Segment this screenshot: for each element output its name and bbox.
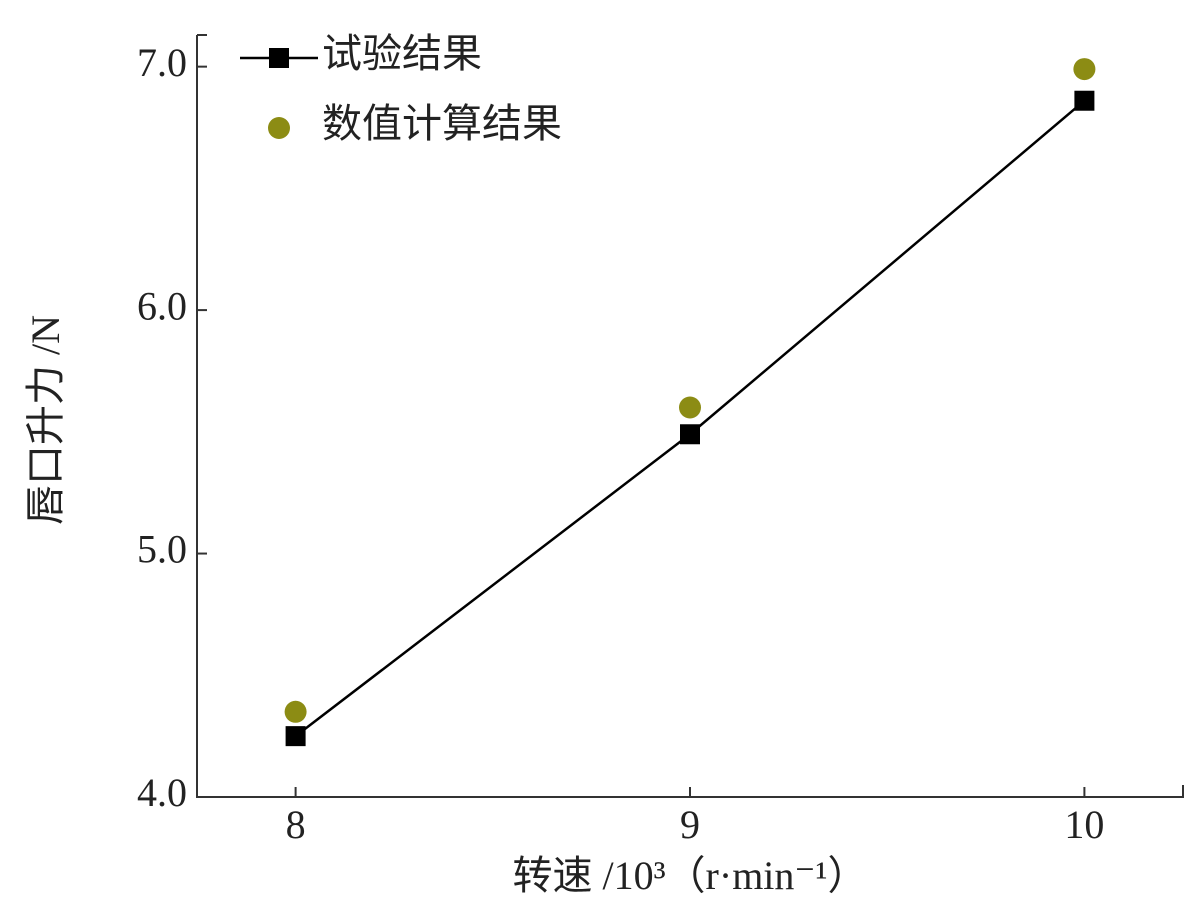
legend-marker <box>269 48 289 68</box>
y-tick-label: 4.0 <box>137 770 187 815</box>
legend-label: 数值计算结果 <box>322 101 562 146</box>
x-tick-label: 9 <box>680 802 700 847</box>
y-tick-label: 5.0 <box>137 527 187 572</box>
x-axis-label: 转速 /10³（r·min⁻¹） <box>512 853 867 898</box>
y-axis-label: 唇口升力 /N <box>23 315 68 525</box>
legend-marker <box>268 117 290 139</box>
legend-label: 试验结果 <box>322 31 482 76</box>
x-tick-label: 10 <box>1064 802 1104 847</box>
circle-marker <box>1073 58 1096 81</box>
x-tick-label: 8 <box>286 802 306 847</box>
circle-marker <box>284 700 307 723</box>
square-marker <box>285 726 306 747</box>
y-tick-label: 6.0 <box>137 283 187 328</box>
square-marker <box>1074 90 1095 111</box>
square-marker <box>680 424 700 445</box>
y-tick-label: 7.0 <box>137 40 187 85</box>
circle-marker <box>679 396 701 419</box>
